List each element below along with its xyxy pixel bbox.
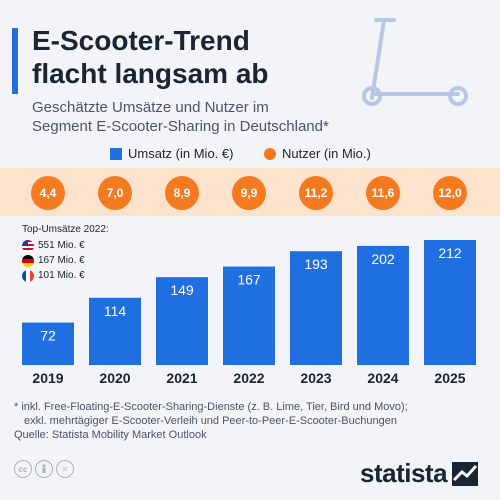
revenue-bar [89,297,141,365]
users-swatch [264,147,276,160]
x-tick-label: 2023 [300,370,331,386]
revenue-bar [424,240,476,365]
cc-icon[interactable]: cc [14,460,32,478]
bar-value-label: 72 [40,328,56,344]
brand-name: statista [360,458,448,488]
france-flag-icon [22,269,34,282]
legend-item-users: Nutzer (in Mio.) [264,146,371,161]
license-icons: cc = [14,460,74,478]
top-revenue-title: Top-Umsätze 2022: [22,224,109,235]
legend-item-revenue: Umsatz (in Mio. €) [110,146,233,161]
person-icon[interactable] [35,460,53,478]
bar-value-label: 193 [304,256,328,272]
user-value-dot: 4,4 [31,176,65,210]
revenue-bar-chart: 72 2019 114 2020 149 2021 167 2022 193 2023 202 202… [22,240,476,386]
revenue-bar [156,277,208,365]
top-revenue-row-us: 551 Mio. € [22,238,109,253]
top-revenue-box: Top-Umsätze 2022: 551 Mio. € 167 Mio. € … [22,224,109,283]
user-value-dot: 9,9 [232,176,266,210]
bar-value-label: 114 [104,303,127,319]
us-flag-icon [22,239,34,252]
x-tick-label: 2021 [166,370,197,386]
germany-flag-icon [22,254,34,267]
user-value-dot: 7,0 [98,176,132,210]
footnote: * inkl. Free-Floating-E-Scooter-Sharing-… [14,400,490,442]
revenue-bar [357,245,409,365]
revenue-bar [223,266,275,365]
user-value-dot: 11,6 [366,176,400,210]
x-tick-label: 2025 [434,370,465,386]
x-tick-label: 2020 [99,370,130,386]
top-revenue-value: 551 Mio. € [38,240,85,251]
x-tick-label: 2024 [367,370,398,386]
revenue-swatch [110,147,122,160]
footnote-line-2: exkl. mehrtägiger E-Scooter-Verleih und … [24,415,397,427]
equals-icon[interactable]: = [56,460,74,478]
bar-value-label: 202 [371,251,395,267]
top-revenue-row-fr: 101 Mio. € [22,268,109,283]
legend-label-revenue: Umsatz (in Mio. €) [128,146,234,161]
chart-title: E-Scooter-Trend flacht langsam ab [32,25,269,89]
bar-value-label: 167 [237,272,261,288]
bar-value-label: 212 [438,245,462,261]
user-value-dot: 11,2 [299,176,333,210]
e-scooter-icon [362,18,468,106]
legend-label-users: Nutzer (in Mio.) [282,146,371,161]
user-value-dot: 8,9 [165,176,199,210]
top-revenue-row-de: 167 Mio. € [22,253,109,268]
source-text: Quelle: Statista Mobility Market Outlook [14,429,207,441]
x-tick-label: 2019 [32,370,63,386]
top-revenue-value: 101 Mio. € [38,270,85,281]
x-tick-label: 2022 [233,370,264,386]
top-revenue-value: 167 Mio. € [38,255,85,266]
revenue-bar [290,251,342,365]
statista-mark-icon [452,461,479,486]
user-value-dot: 12,0 [433,176,467,210]
revenue-bar [22,322,74,365]
chart-subtitle: Geschätzte Umsätze und Nutzer im Segment… [32,99,329,135]
footnote-line-1: * inkl. Free-Floating-E-Scooter-Sharing-… [14,401,408,413]
legend: Umsatz (in Mio. €) Nutzer (in Mio.) [0,146,500,166]
bar-value-label: 149 [170,282,194,298]
statista-logo[interactable]: statista [360,458,479,489]
title-accent-bar [12,28,18,94]
